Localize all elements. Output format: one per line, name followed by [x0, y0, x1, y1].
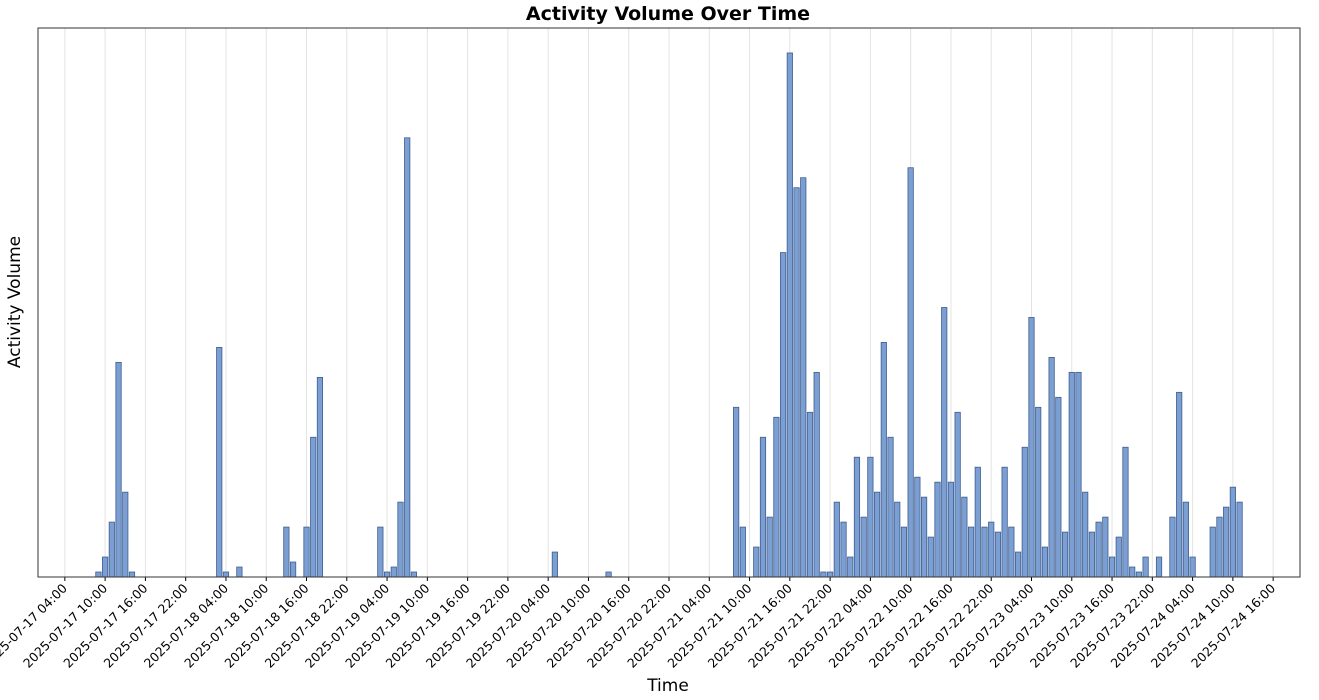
bar	[410, 571, 418, 578]
bar	[1041, 546, 1048, 578]
bar	[216, 347, 223, 578]
bar	[1155, 556, 1163, 578]
bar	[1055, 396, 1062, 578]
bar	[377, 526, 384, 578]
bar	[1129, 566, 1136, 578]
bar	[988, 521, 995, 578]
bar	[1135, 571, 1142, 578]
bar	[1122, 446, 1129, 578]
bar	[954, 411, 961, 578]
bar	[1189, 556, 1196, 578]
bar	[914, 476, 921, 578]
bar	[1102, 516, 1109, 578]
bar	[1229, 486, 1236, 578]
bar	[1021, 446, 1028, 578]
bar	[921, 496, 928, 578]
bar	[289, 561, 297, 578]
bar	[894, 501, 901, 578]
bar	[283, 526, 290, 578]
bar	[1115, 536, 1122, 578]
plot-frame	[37, 27, 1301, 578]
bar	[95, 571, 102, 578]
bar	[397, 501, 404, 578]
bar	[907, 167, 914, 578]
bar	[1075, 371, 1082, 578]
bar	[800, 177, 807, 578]
bar	[827, 571, 834, 578]
bar	[1142, 556, 1149, 578]
bar	[947, 481, 955, 578]
bar	[766, 516, 773, 578]
bar	[102, 556, 109, 578]
chart-title: Activity Volume Over Time	[526, 3, 810, 25]
bar	[833, 501, 840, 578]
bar	[733, 406, 740, 578]
bar	[1169, 516, 1176, 578]
bar	[310, 436, 317, 578]
bar	[551, 551, 558, 578]
bar	[390, 566, 397, 578]
bar	[1236, 501, 1243, 578]
bar	[1014, 551, 1022, 578]
bar	[316, 376, 324, 578]
bar	[806, 411, 814, 578]
bar	[887, 436, 894, 578]
bar	[853, 456, 861, 578]
bar	[605, 571, 612, 578]
bar	[1209, 526, 1216, 578]
bar	[880, 342, 887, 578]
bar	[122, 491, 129, 578]
bar	[934, 481, 941, 578]
bar	[867, 456, 874, 578]
bar	[739, 526, 746, 578]
bar	[967, 526, 975, 578]
bar	[813, 371, 820, 578]
bar	[753, 546, 760, 578]
bar	[780, 252, 787, 578]
bar	[236, 566, 243, 578]
x-axis-label: Time	[646, 676, 689, 696]
bar	[847, 556, 854, 578]
bar	[1082, 491, 1089, 578]
bar	[1061, 531, 1069, 578]
bar	[404, 137, 411, 578]
bar	[1008, 526, 1015, 578]
bar	[900, 526, 908, 578]
bar	[981, 526, 988, 578]
bar	[1048, 356, 1055, 578]
bar	[994, 531, 1002, 578]
bar	[1088, 531, 1095, 578]
bar	[108, 521, 115, 578]
bar	[961, 496, 968, 578]
bar	[1035, 406, 1042, 578]
bar	[222, 571, 230, 578]
bar	[941, 307, 948, 578]
bar	[974, 466, 981, 578]
bar	[1095, 521, 1102, 578]
bar	[1216, 516, 1223, 578]
bar	[860, 516, 867, 578]
bar	[303, 526, 310, 578]
bar	[1223, 506, 1230, 578]
bar	[128, 571, 136, 578]
bar	[1182, 501, 1189, 578]
bar	[383, 571, 391, 578]
bar	[115, 361, 122, 578]
bar	[773, 416, 780, 578]
y-axis-label: Activity Volume	[5, 236, 25, 368]
bar	[786, 52, 793, 578]
bar	[759, 436, 767, 578]
bar	[927, 536, 934, 578]
bar	[840, 521, 847, 578]
bar	[874, 491, 881, 578]
bar	[793, 187, 800, 578]
bar	[1001, 466, 1008, 578]
bar	[1176, 391, 1183, 578]
bar	[820, 571, 827, 578]
bar	[1028, 317, 1035, 578]
bar	[1108, 556, 1116, 578]
bar	[1068, 371, 1075, 578]
